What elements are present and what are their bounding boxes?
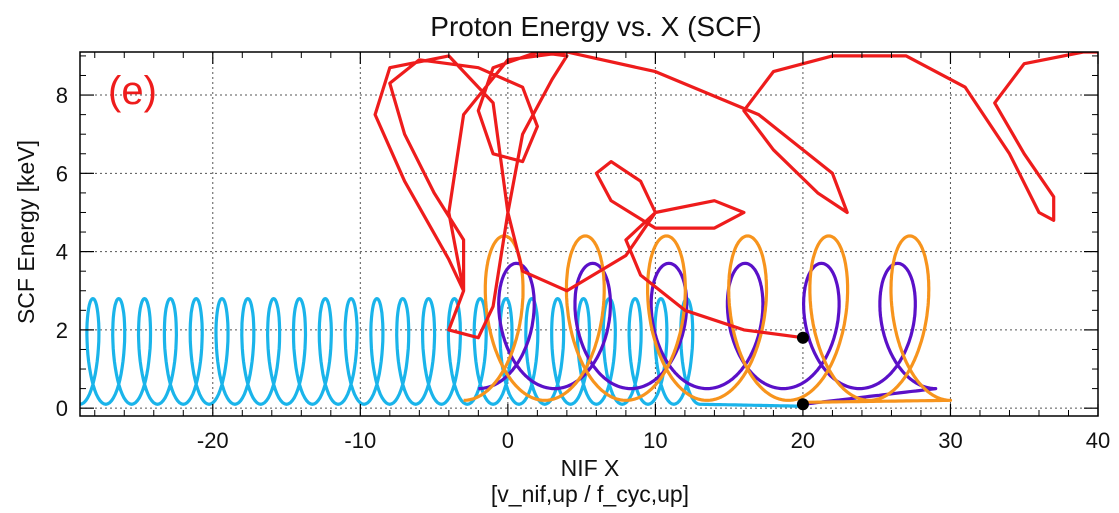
axis-ticks xyxy=(80,52,1099,416)
y-tick-label: 6 xyxy=(56,161,68,186)
series-layer xyxy=(80,52,1098,408)
series-line-3 xyxy=(373,52,1098,340)
y-axis-label: SCF Energy [keV] xyxy=(13,140,39,324)
y-tick-label: 2 xyxy=(56,318,68,343)
y-tick-label: 4 xyxy=(56,240,68,265)
x-tick-label: 20 xyxy=(791,428,815,453)
tick-labels: -20 -10 0 10 20 30 40 0 2 4 6 8 xyxy=(56,83,1110,453)
plot-frame xyxy=(79,51,1099,417)
series-line-1 xyxy=(478,261,938,406)
chart-title: Proton Energy vs. X (SCF) xyxy=(430,11,761,42)
y-tick-label: 0 xyxy=(56,396,68,421)
x-tick-label: 30 xyxy=(938,428,962,453)
grid xyxy=(80,52,1098,416)
x-tick-label: 0 xyxy=(502,428,514,453)
series-line-0 xyxy=(80,297,803,408)
x-tick-label: 40 xyxy=(1086,428,1110,453)
y-tick-label: 8 xyxy=(56,83,68,108)
endpoint-marker-0 xyxy=(796,331,809,344)
x-axis-sublabel: [v_nif,up / f_cyc,up] xyxy=(491,481,689,507)
x-tick-label: 10 xyxy=(643,428,667,453)
x-tick-label: -10 xyxy=(344,428,376,453)
panel-label: (e) xyxy=(108,69,157,113)
x-axis-label: NIF X xyxy=(561,455,620,481)
x-tick-label: -20 xyxy=(197,428,229,453)
series-line-2 xyxy=(463,234,953,404)
